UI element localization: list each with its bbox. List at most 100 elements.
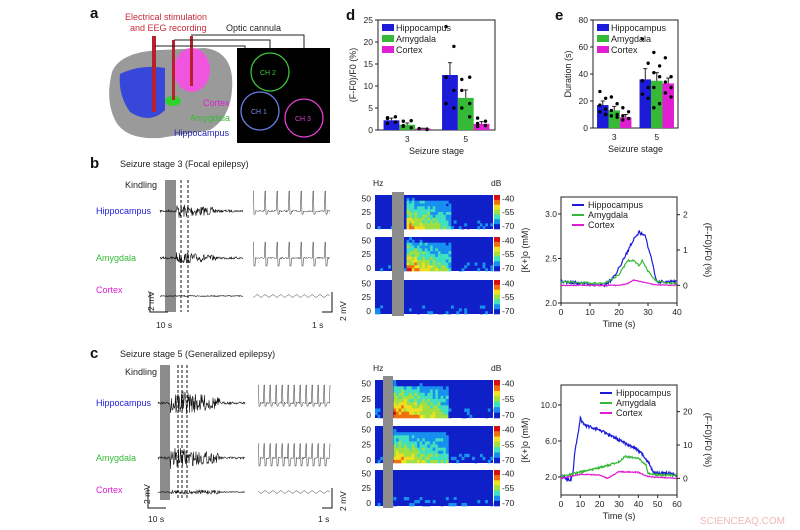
spectrogram-cell [406, 459, 410, 464]
spectrogram-cell [440, 226, 444, 230]
y2-tick-label: 20 [683, 407, 693, 417]
spectrogram-cell [398, 395, 402, 400]
x-tick-label: 40 [672, 307, 682, 317]
spectrogram-cell [427, 245, 431, 249]
spectrogram-cell [403, 441, 407, 445]
spectrogram-cell [411, 203, 415, 207]
spectrogram-cell [414, 402, 418, 406]
colorbar-tick-label: -70 [502, 263, 515, 273]
panel-a-label: a [90, 5, 99, 22]
freq-tick-label: 25 [362, 207, 372, 217]
spectrogram-cell [432, 214, 436, 218]
spectrogram-cell [461, 226, 465, 230]
spectrogram-cell [406, 245, 410, 249]
x-tick-label: 20 [595, 499, 605, 509]
spectrogram-cell [422, 217, 426, 221]
spectrogram-cell [414, 251, 418, 255]
spectrogram-cell [443, 223, 447, 227]
y-tick-label: 3.0 [545, 209, 557, 219]
spectrogram-cell [396, 395, 399, 400]
spectrogram-cell [430, 217, 434, 221]
spectrogram-cell [409, 217, 413, 221]
y2-tick-label: 10 [683, 440, 693, 450]
spectrogram-cell [427, 503, 431, 507]
spectrogram-cell [414, 399, 418, 403]
spectrogram-cell [417, 242, 420, 246]
spectrogram-cell [377, 503, 381, 507]
legend-hippocampus: Hippocampus [588, 200, 644, 210]
spectrogram-cell [422, 200, 426, 204]
spectrogram-cell [435, 453, 439, 458]
spectrogram-cell [393, 414, 397, 419]
spectrogram-cell [411, 503, 415, 507]
spectrogram-cell [422, 402, 426, 406]
spectrogram-cell [422, 459, 426, 464]
spectrogram-cell [435, 220, 439, 224]
spectrogram-cell [406, 447, 410, 451]
data-point [663, 80, 668, 84]
y2-axis-label: (F-F0)/F0 (%) [703, 413, 713, 468]
spectrogram-cell [377, 500, 381, 504]
colorbar-segment [494, 209, 500, 215]
spectrogram-cell [403, 402, 407, 406]
spectrogram-cell [482, 223, 486, 227]
spectrogram-cell [432, 265, 436, 269]
data-point [657, 75, 662, 79]
colorbar-tick-label: -55 [502, 292, 515, 302]
optic-cannula-label: Optic cannula [226, 23, 281, 33]
spectrogram-cell [437, 453, 441, 458]
spectrogram-cell [419, 411, 423, 416]
spectrogram-cell [435, 209, 439, 213]
spectrogram-cell [440, 444, 444, 448]
colorbar-segment [494, 475, 500, 481]
spectrogram-cell [437, 262, 441, 266]
spectrogram-cell [453, 456, 457, 461]
spectrogram-cell [406, 242, 410, 246]
scale-v-c: 2 mV [142, 484, 152, 504]
spectrogram-cell [419, 242, 423, 246]
spectrogram-cell [490, 223, 494, 227]
spectrogram-cell [461, 503, 465, 507]
spectrogram-cell [437, 256, 441, 260]
spectrogram-cell [409, 220, 413, 224]
spectrogram-cell [422, 395, 426, 400]
spectrogram-cell [427, 447, 431, 451]
legend-swatch [382, 35, 394, 42]
spectrogram-cell [419, 254, 423, 258]
spectrogram-cell [490, 503, 494, 507]
spectrogram-cell [448, 414, 452, 419]
spectrogram-cell [443, 444, 447, 448]
legend-swatch [597, 24, 609, 31]
spectrogram-cell [445, 226, 449, 230]
spectrogram-cell [422, 450, 426, 455]
colorbar-tick-label: -40 [502, 279, 515, 289]
spectrogram-cell [403, 411, 407, 416]
spectrogram-cell [464, 311, 468, 315]
spectrogram-cell [443, 259, 447, 263]
spectrogram-cell [437, 203, 441, 207]
spectrogram-cell [443, 256, 447, 260]
spectrogram-cell [435, 254, 439, 258]
spectrogram-cell [443, 438, 447, 442]
spectrogram-cell [414, 411, 418, 416]
spectrogram-cell [414, 450, 418, 455]
spectrogram-cell [424, 447, 428, 451]
x-tick-label: 3 [612, 132, 617, 142]
spectrogram-cell [440, 203, 444, 207]
spectrogram-cell [406, 441, 410, 445]
spectrogram-cell [409, 459, 413, 464]
spectrogram-cell [417, 259, 420, 263]
spectrogram-cell [417, 251, 420, 255]
spectrogram-cell [409, 503, 413, 507]
spectrogram-cell [445, 408, 449, 412]
line-hippocampus [560, 415, 677, 483]
spectrogram-cell [398, 441, 402, 445]
spectrogram-cell [440, 395, 444, 400]
panel-d-label: d [346, 7, 355, 24]
spectrogram-cell [443, 389, 447, 393]
spectrogram-cell [409, 456, 413, 461]
spectrogram-cell [414, 214, 418, 218]
spectrogram-cell [411, 389, 415, 393]
colorbar-tick-label: -40 [502, 236, 515, 246]
spectrogram-cell [401, 438, 405, 442]
